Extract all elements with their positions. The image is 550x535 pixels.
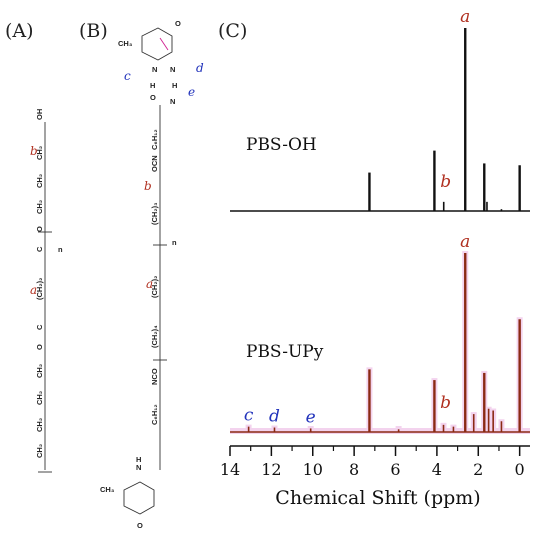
peak-label-a: a bbox=[460, 232, 470, 252]
x-tick-label: 8 bbox=[349, 460, 359, 479]
upy-top-o2: O bbox=[150, 93, 156, 102]
struct-b-ch2x4: (CH₂)₄ bbox=[150, 325, 159, 348]
upy-top-n2: N bbox=[170, 65, 175, 74]
series-label-pbs-oh: PBS-OH bbox=[246, 135, 317, 155]
struct-b-c6h12-top: C₆H₁₂ bbox=[150, 129, 159, 150]
x-axis-title: Chemical Shift (ppm) bbox=[275, 487, 480, 509]
x-tick-label: 6 bbox=[390, 460, 400, 479]
struct-b-ch2x3: (CH₂)₃ bbox=[150, 202, 159, 225]
struct-a-c: C bbox=[35, 246, 44, 252]
upy-ring-top bbox=[141, 27, 173, 61]
struct-b-label-b: b bbox=[144, 179, 152, 193]
upy-bottom-o: O bbox=[137, 521, 143, 530]
peak-label-d: d bbox=[269, 407, 280, 427]
struct-a-n: n bbox=[58, 245, 63, 254]
peak-label-e: e bbox=[306, 407, 316, 427]
upy-top-ch3: CH₃ bbox=[118, 39, 133, 48]
struct-a-ch2-2: CH₂ bbox=[35, 174, 44, 188]
struct-b-ch2x2: (CH₂)₂ bbox=[150, 276, 159, 299]
struct-b-c6h12-bottom: C₆H₁₂ bbox=[150, 404, 159, 425]
struct-a-label-b: b bbox=[30, 144, 38, 158]
struct-b-n: n bbox=[172, 238, 177, 247]
peak-label-a: a bbox=[460, 7, 470, 27]
struct-a-ch2-7: CH₂ bbox=[35, 444, 44, 458]
nmr-spectra: bac d eba PBS-OH PBS-UPy 14 12 10 8 6 4 2 0 Chemi… bbox=[220, 7, 530, 509]
panel-label-a: (A) bbox=[5, 20, 34, 42]
struct-a-label-a: a bbox=[30, 283, 37, 297]
panel-label-c: (C) bbox=[218, 20, 247, 42]
struct-a-ch2x2: (CH₂)₂ bbox=[35, 278, 44, 301]
panel-label-b: (B) bbox=[79, 20, 108, 42]
struct-a-c2: C bbox=[35, 324, 44, 330]
peak-label-b: b bbox=[440, 172, 451, 192]
struct-a-o: O bbox=[35, 226, 44, 232]
structure-a: OH CH₂ CH₂ CH₂ O C n (CH₂)₂ C O CH₂ CH₂ … bbox=[30, 109, 63, 473]
upy-ring-bottom bbox=[123, 481, 155, 515]
struct-b-label-d: d bbox=[196, 61, 204, 75]
upy-top-h2: H bbox=[172, 81, 177, 90]
struct-a-ch2-1: CH₂ bbox=[35, 146, 44, 160]
struct-a-ch2-3: CH₂ bbox=[35, 200, 44, 214]
x-tick-label: 12 bbox=[261, 460, 281, 479]
peak-label-b: b bbox=[440, 393, 451, 413]
x-tick-label: 10 bbox=[303, 460, 323, 479]
struct-b-label-e: e bbox=[188, 85, 195, 99]
struct-b-label-c: c bbox=[124, 69, 131, 83]
upy-bottom-n: N bbox=[136, 463, 141, 472]
struct-b-label-a: a bbox=[146, 277, 153, 291]
upy-bottom-ch3: CH₃ bbox=[100, 485, 115, 494]
struct-a-ch2-6: CH₂ bbox=[35, 418, 44, 432]
struct-a-ch2-5: CH₂ bbox=[35, 391, 44, 405]
structure-b: O CH₃ N N H H O N c d e C₆H₁₂ OCN (CH₂)₃… bbox=[100, 19, 204, 530]
struct-a-oh: OH bbox=[35, 109, 44, 120]
upy-top-o: O bbox=[175, 19, 181, 28]
upy-top-h: H bbox=[150, 81, 155, 90]
x-tick-label: 2 bbox=[473, 460, 483, 479]
series-pbs-oh: ba bbox=[230, 7, 530, 212]
struct-b-nco: NCO bbox=[150, 368, 159, 385]
series-pbs-upy: c d e b a bbox=[230, 232, 530, 434]
x-tick-label: 4 bbox=[432, 460, 442, 479]
x-tick-label: 0 bbox=[515, 460, 525, 479]
upy-top-n: N bbox=[152, 65, 157, 74]
series-label-pbs-upy: PBS-UPy bbox=[246, 342, 324, 362]
struct-a-ch2-4: CH₂ bbox=[35, 364, 44, 378]
struct-b-ocn: OCN bbox=[150, 155, 159, 172]
baseline-highlight bbox=[230, 428, 530, 434]
struct-a-o2: O bbox=[35, 344, 44, 350]
upy-bottom-h: H bbox=[136, 455, 141, 464]
upy-top-n3: N bbox=[170, 97, 175, 106]
peak-label-c: c bbox=[244, 406, 254, 426]
x-tick-label: 14 bbox=[220, 460, 240, 479]
